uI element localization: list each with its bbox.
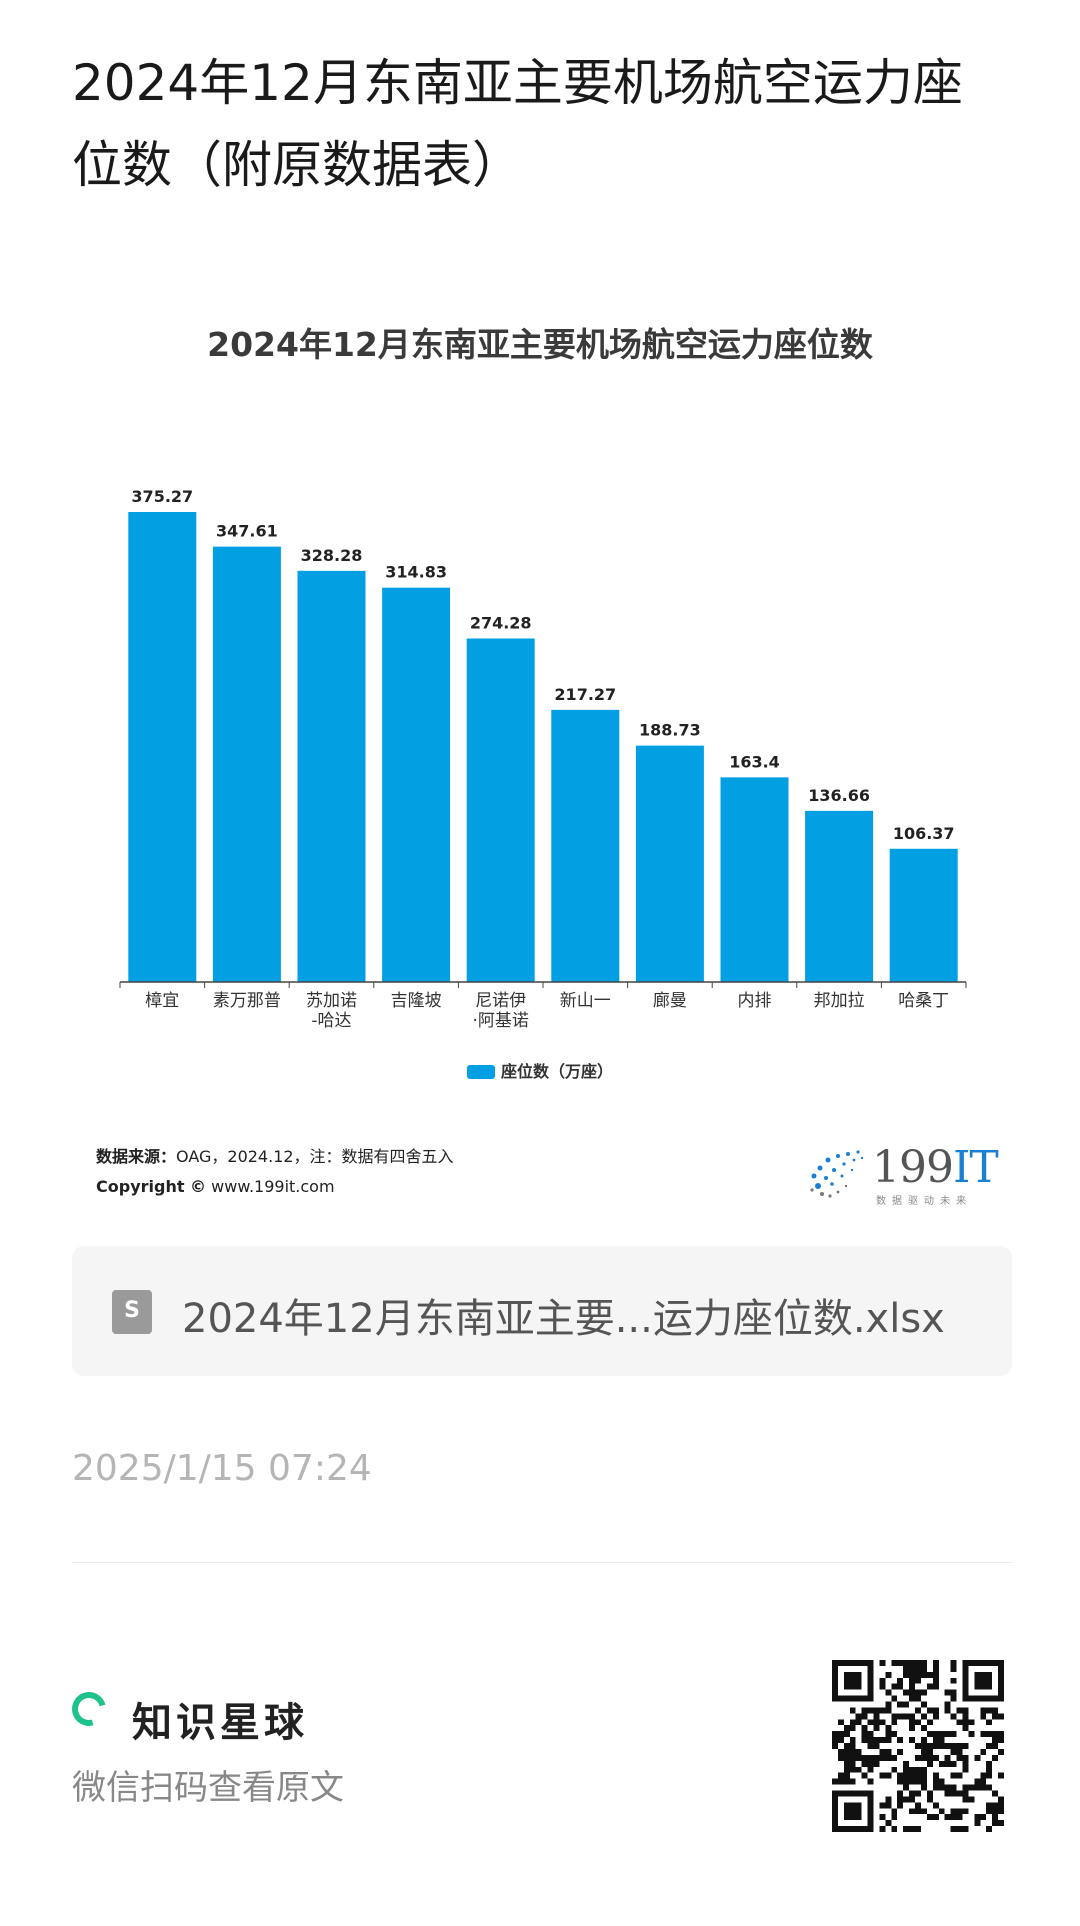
attachment-card[interactable]: S 2024年12月东南亚主要...运力座位数.xlsx: [72, 1246, 1012, 1376]
bar-value-label: 163.4: [729, 752, 780, 771]
brand-name: 知识星球: [132, 1700, 308, 1746]
x-tick-label: 内排: [738, 991, 772, 1011]
bar-value-label: 347.61: [216, 522, 278, 541]
copyright-text: www.199it.com: [211, 1177, 335, 1196]
legend-swatch: [466, 1065, 495, 1079]
page-title: 2024年12月东南亚主要机场航空运力座位数（附原数据表）: [72, 54, 963, 194]
zsxq-logo-icon: [65, 1685, 113, 1733]
post-timestamp: 2025/1/15 07:24: [72, 1448, 372, 1489]
copyright-label: Copyright ©: [96, 1177, 207, 1196]
logo-wordmark: 199IT: [872, 1142, 999, 1193]
bar-value-label: 136.66: [808, 786, 870, 805]
bar: [466, 638, 535, 982]
x-tick-label: 苏加诺: [306, 991, 357, 1011]
bar: [297, 570, 366, 982]
chart-card: 2024年12月东南亚主要机场航空运力座位数 375.27 樟宜 347.61 素万那…: [72, 300, 1008, 1230]
logo-dots-icon: [810, 1150, 864, 1198]
bar: [635, 745, 704, 982]
x-tick-label: 哈桑丁: [898, 991, 949, 1011]
bar-value-label: 106.37: [893, 824, 955, 843]
x-tick-label: 新山一: [560, 991, 611, 1011]
divider: [72, 1562, 1012, 1563]
bar: [889, 848, 958, 982]
x-tick-label: 樟宜: [145, 991, 179, 1011]
chart-source: 数据来源：OAG，2024.12，注：数据有四舍五入 Copyright © w…: [96, 1142, 454, 1202]
x-tick-label: -哈达: [311, 1011, 351, 1031]
bar-chart: 375.27 樟宜 347.61 素万那普 328.28 苏加诺-哈达 314.83 吉隆坡 2…: [119, 487, 967, 1031]
bar: [382, 587, 451, 982]
x-tick-label: 廊曼: [653, 991, 687, 1011]
bar: [805, 810, 874, 982]
bar: [212, 546, 281, 982]
qr-code[interactable]: [832, 1660, 1004, 1832]
bar: [551, 709, 620, 982]
199it-logo: 199IT 数据驱动未来: [804, 1138, 1004, 1208]
scan-hint: 微信扫码查看原文: [72, 1768, 344, 1808]
chart-legend: 座位数（万座）: [72, 1058, 1008, 1082]
bar-value-label: 375.27: [131, 487, 193, 506]
bar-value-label: 328.28: [301, 546, 363, 565]
bar-value-label: 217.27: [554, 685, 616, 704]
x-tick-label: 邦加拉: [814, 991, 865, 1011]
x-tick-label: 尼诺伊: [475, 991, 526, 1011]
source-label: 数据来源：: [96, 1147, 177, 1166]
source-text: OAG，2024.12，注：数据有四舍五入: [176, 1147, 454, 1166]
x-tick-label: ·阿基诺: [472, 1011, 528, 1031]
logo-tagline: 数据驱动未来: [876, 1196, 972, 1207]
x-tick-label: 吉隆坡: [391, 991, 442, 1011]
bar-value-label: 188.73: [639, 721, 701, 740]
x-tick-label: 素万那普: [213, 991, 281, 1011]
chart-title: 2024年12月东南亚主要机场航空运力座位数: [207, 325, 873, 364]
spreadsheet-file-icon: S: [112, 1290, 152, 1334]
bar-value-label: 314.83: [385, 563, 447, 582]
legend-label: 座位数（万座）: [500, 1062, 613, 1081]
bar: [720, 777, 789, 982]
bar: [128, 512, 197, 982]
attachment-filename: 2024年12月东南亚主要...运力座位数.xlsx: [182, 1296, 945, 1342]
bar-value-label: 274.28: [470, 613, 532, 632]
